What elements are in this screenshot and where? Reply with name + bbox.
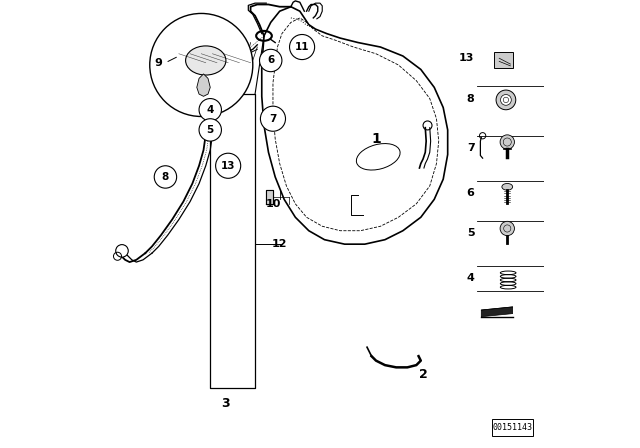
Polygon shape — [266, 190, 273, 204]
Text: 5: 5 — [207, 125, 214, 135]
Text: 8: 8 — [162, 172, 169, 182]
Ellipse shape — [186, 46, 226, 75]
Circle shape — [500, 221, 515, 236]
Text: 6: 6 — [467, 188, 474, 198]
Circle shape — [500, 95, 511, 105]
Circle shape — [150, 13, 253, 116]
Text: 7: 7 — [467, 143, 474, 153]
Polygon shape — [196, 74, 210, 96]
Text: 1: 1 — [371, 132, 381, 146]
Text: 4: 4 — [467, 273, 474, 283]
Circle shape — [260, 106, 285, 131]
Circle shape — [500, 135, 515, 149]
FancyBboxPatch shape — [494, 52, 513, 68]
Text: 2: 2 — [419, 367, 428, 381]
Circle shape — [289, 34, 315, 60]
Circle shape — [199, 99, 221, 121]
Text: 5: 5 — [467, 228, 474, 238]
Text: 4: 4 — [207, 105, 214, 115]
Circle shape — [199, 119, 221, 141]
Text: 3: 3 — [221, 396, 230, 410]
Polygon shape — [262, 7, 448, 244]
Ellipse shape — [502, 183, 513, 190]
Text: 7: 7 — [269, 114, 276, 124]
Polygon shape — [481, 307, 513, 317]
Text: 6: 6 — [267, 56, 275, 65]
Text: 13: 13 — [221, 161, 236, 171]
Text: 11: 11 — [295, 42, 309, 52]
Text: 8: 8 — [467, 94, 474, 103]
Text: 12: 12 — [272, 239, 287, 249]
Text: 13: 13 — [459, 53, 474, 63]
Circle shape — [216, 153, 241, 178]
Text: 10: 10 — [265, 199, 281, 209]
Circle shape — [260, 49, 282, 72]
Text: 00151143: 00151143 — [493, 423, 532, 432]
Circle shape — [116, 245, 128, 257]
Circle shape — [496, 90, 516, 110]
Circle shape — [154, 166, 177, 188]
Text: 9: 9 — [155, 58, 163, 68]
